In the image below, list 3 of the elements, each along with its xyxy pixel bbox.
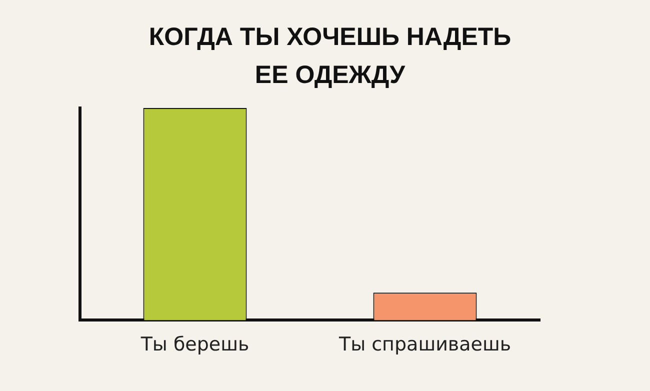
x-tick-label: Ты спрашиваешь bbox=[338, 334, 512, 356]
chart-title: КОГДА ТЫ ХОЧЕШЬ НАДЕТЬ ЕЕ ОДЕЖДУ bbox=[148, 22, 512, 91]
x-tick-label: Ты берешь bbox=[140, 334, 250, 356]
